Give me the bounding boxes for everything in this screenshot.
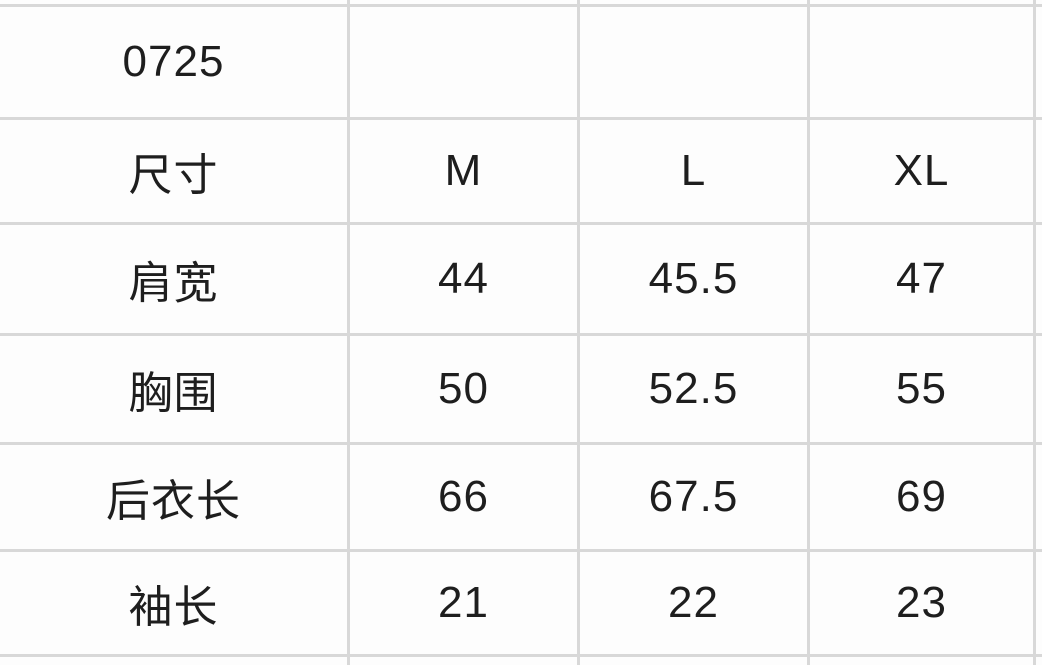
row-label-shoulder: 肩宽 bbox=[0, 225, 350, 336]
row-sliver-cell bbox=[1036, 552, 1042, 657]
bottom-sliver-cell bbox=[0, 657, 350, 665]
bottom-sliver-cell bbox=[350, 657, 580, 665]
header-cell-xl: XL bbox=[810, 120, 1036, 225]
row-sliver-cell bbox=[1036, 336, 1042, 445]
data-cell-sleeve-m: 21 bbox=[350, 552, 580, 657]
row-sliver-cell bbox=[1036, 225, 1042, 336]
data-cell-back-length-xl: 69 bbox=[810, 445, 1036, 552]
data-cell-shoulder-l: 45.5 bbox=[580, 225, 810, 336]
data-cell-back-length-m: 66 bbox=[350, 445, 580, 552]
data-cell-chest-l: 52.5 bbox=[580, 336, 810, 445]
data-cell-shoulder-m: 44 bbox=[350, 225, 580, 336]
bottom-sliver-cell bbox=[1036, 657, 1042, 665]
empty-cell bbox=[810, 7, 1036, 120]
row-sliver-cell bbox=[1036, 445, 1042, 552]
data-cell-sleeve-xl: 23 bbox=[810, 552, 1036, 657]
top-sliver-cell bbox=[810, 0, 1036, 7]
bottom-sliver-cell bbox=[810, 657, 1036, 665]
top-sliver-cell bbox=[350, 0, 580, 7]
empty-cell bbox=[350, 7, 580, 120]
header-cell-m: M bbox=[350, 120, 580, 225]
row-label-chest: 胸围 bbox=[0, 336, 350, 445]
bottom-sliver-cell bbox=[580, 657, 810, 665]
top-sliver-cell bbox=[0, 0, 350, 7]
row-label-sleeve: 袖长 bbox=[0, 552, 350, 657]
data-cell-chest-m: 50 bbox=[350, 336, 580, 445]
data-cell-back-length-l: 67.5 bbox=[580, 445, 810, 552]
header-cell-size-label: 尺寸 bbox=[0, 120, 350, 225]
product-code-cell: 0725 bbox=[0, 7, 350, 120]
data-cell-chest-xl: 55 bbox=[810, 336, 1036, 445]
empty-cell bbox=[580, 7, 810, 120]
header-sliver-cell bbox=[1036, 120, 1042, 225]
top-sliver-cell bbox=[580, 0, 810, 7]
data-cell-shoulder-xl: 47 bbox=[810, 225, 1036, 336]
row-label-back-length: 后衣长 bbox=[0, 445, 350, 552]
empty-cell bbox=[1036, 7, 1042, 120]
top-sliver-cell bbox=[1036, 0, 1042, 7]
data-cell-sleeve-l: 22 bbox=[580, 552, 810, 657]
header-cell-l: L bbox=[580, 120, 810, 225]
